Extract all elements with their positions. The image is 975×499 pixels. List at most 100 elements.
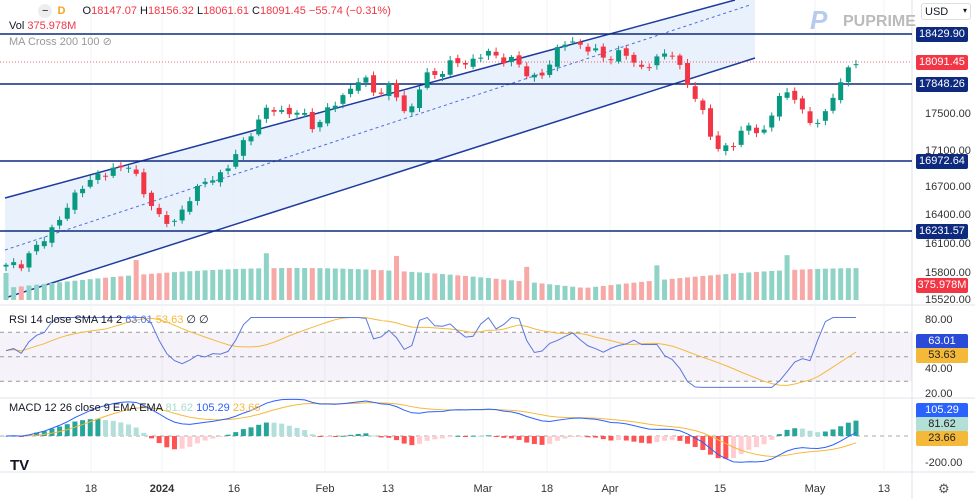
volume-bar xyxy=(547,284,553,300)
volume-bar xyxy=(187,271,193,300)
candle-body xyxy=(363,77,369,83)
volume-bar xyxy=(845,268,851,300)
candle-body xyxy=(807,111,813,123)
macd-histogram-bar xyxy=(302,430,308,436)
macd-histogram-bar xyxy=(585,436,591,438)
volume-bar xyxy=(539,283,545,300)
time-tick: 13 xyxy=(877,483,891,495)
candle-body xyxy=(539,72,545,76)
candle-body xyxy=(34,244,40,252)
volume-bar xyxy=(41,283,47,300)
macd-histogram-bar xyxy=(394,436,400,441)
ma-cross-legend[interactable]: MA Cross 200 100 ⊘ xyxy=(9,36,112,48)
macd-histogram-bar xyxy=(3,436,9,437)
candle-body xyxy=(279,110,285,112)
macd-histogram-bar xyxy=(853,420,859,436)
time-tick: Feb xyxy=(315,483,335,495)
volume-bar xyxy=(294,268,300,300)
volume-bar xyxy=(447,274,453,300)
time-tick: Apr xyxy=(601,483,619,495)
candle-body xyxy=(577,42,583,45)
volume-bar xyxy=(554,285,560,300)
volume-bar xyxy=(363,269,369,300)
candle-body xyxy=(761,129,767,133)
candle-body xyxy=(593,48,599,51)
volume-bar xyxy=(332,268,338,300)
volume-bar xyxy=(110,277,116,300)
macd-histogram-bar xyxy=(317,436,323,437)
volume-bar xyxy=(286,268,292,300)
volume-bar xyxy=(179,271,185,300)
candle-body xyxy=(776,96,782,117)
volume-bar xyxy=(593,286,599,300)
candle-body xyxy=(738,130,744,145)
macd-histogram-bar xyxy=(753,436,759,448)
volume-bar xyxy=(141,274,147,300)
volume-bar xyxy=(194,270,200,300)
candle-body xyxy=(409,106,415,113)
volume-bar xyxy=(95,278,101,300)
volume-bar xyxy=(340,268,346,300)
candle-body xyxy=(769,115,775,128)
candle-body xyxy=(202,181,208,184)
eye-hidden-icon[interactable]: ⊘ xyxy=(102,36,112,48)
volume-bar xyxy=(57,282,63,300)
macd-histogram-bar xyxy=(432,436,438,440)
macd-histogram-bar xyxy=(516,436,522,440)
macd-histogram-bar xyxy=(401,436,407,444)
candle-body xyxy=(179,209,185,221)
volume-bar xyxy=(677,278,683,300)
candle-body xyxy=(332,105,338,109)
candle-body xyxy=(669,55,675,57)
candle-body xyxy=(746,125,752,131)
candle-body xyxy=(815,122,821,124)
macd-histogram-bar xyxy=(715,436,721,459)
macd-histogram-bar xyxy=(286,425,292,436)
macd-histogram-bar xyxy=(708,436,714,455)
candle-body xyxy=(792,90,798,100)
currency-select[interactable]: USD ▾ xyxy=(921,3,971,20)
candle-body xyxy=(103,175,109,177)
candle-body xyxy=(11,262,17,266)
rsi-legend: RSI 14 close SMA 14 2 63.01 53.63 ∅ ∅ xyxy=(9,314,209,326)
volume-bar xyxy=(26,285,32,300)
macd-histogram-bar xyxy=(378,436,384,438)
macd-histogram-bar xyxy=(34,432,40,436)
volume-bar xyxy=(18,286,24,300)
candle-body xyxy=(256,119,262,135)
candle-body xyxy=(263,107,269,119)
ohlc-legend: − D O18147.07 H18156.32 L18061.61 C18091… xyxy=(38,4,391,18)
macd-histogram-bar xyxy=(386,436,392,438)
macd-histogram-bar xyxy=(417,436,423,444)
volume-bar xyxy=(662,279,668,300)
candle-body xyxy=(730,146,736,148)
macd-signal-label: 23.66 xyxy=(916,431,968,446)
settings-gear-icon[interactable]: ⚙ xyxy=(938,481,950,496)
collapse-icon[interactable]: − xyxy=(38,4,53,18)
macd-histogram-bar xyxy=(41,431,47,436)
volume-bar xyxy=(87,279,93,300)
macd-histogram-bar xyxy=(126,424,132,436)
macd-histogram-bar xyxy=(830,429,836,436)
macd-histogram-bar xyxy=(769,436,775,440)
volume-bar xyxy=(692,276,698,300)
macd-histogram-bar xyxy=(424,436,430,441)
macd-histogram-bar xyxy=(761,436,767,445)
macd-hist-label: 81.62 xyxy=(916,417,968,432)
volume-bar xyxy=(807,269,813,300)
candle-body xyxy=(700,100,706,110)
candle-body xyxy=(210,180,216,183)
candle-body xyxy=(677,55,683,65)
volume-bar xyxy=(715,274,721,300)
volume-value-label: 375.978M xyxy=(916,278,968,293)
candle-body xyxy=(485,50,491,56)
volume-bar xyxy=(738,272,744,300)
macd-histogram-bar xyxy=(677,436,683,441)
macd-histogram-bar xyxy=(133,427,139,436)
volume-bar xyxy=(531,282,537,300)
candle-body xyxy=(355,82,361,91)
candle-body xyxy=(95,173,101,180)
macd-histogram-bar xyxy=(508,436,514,439)
candle-body xyxy=(148,192,154,206)
